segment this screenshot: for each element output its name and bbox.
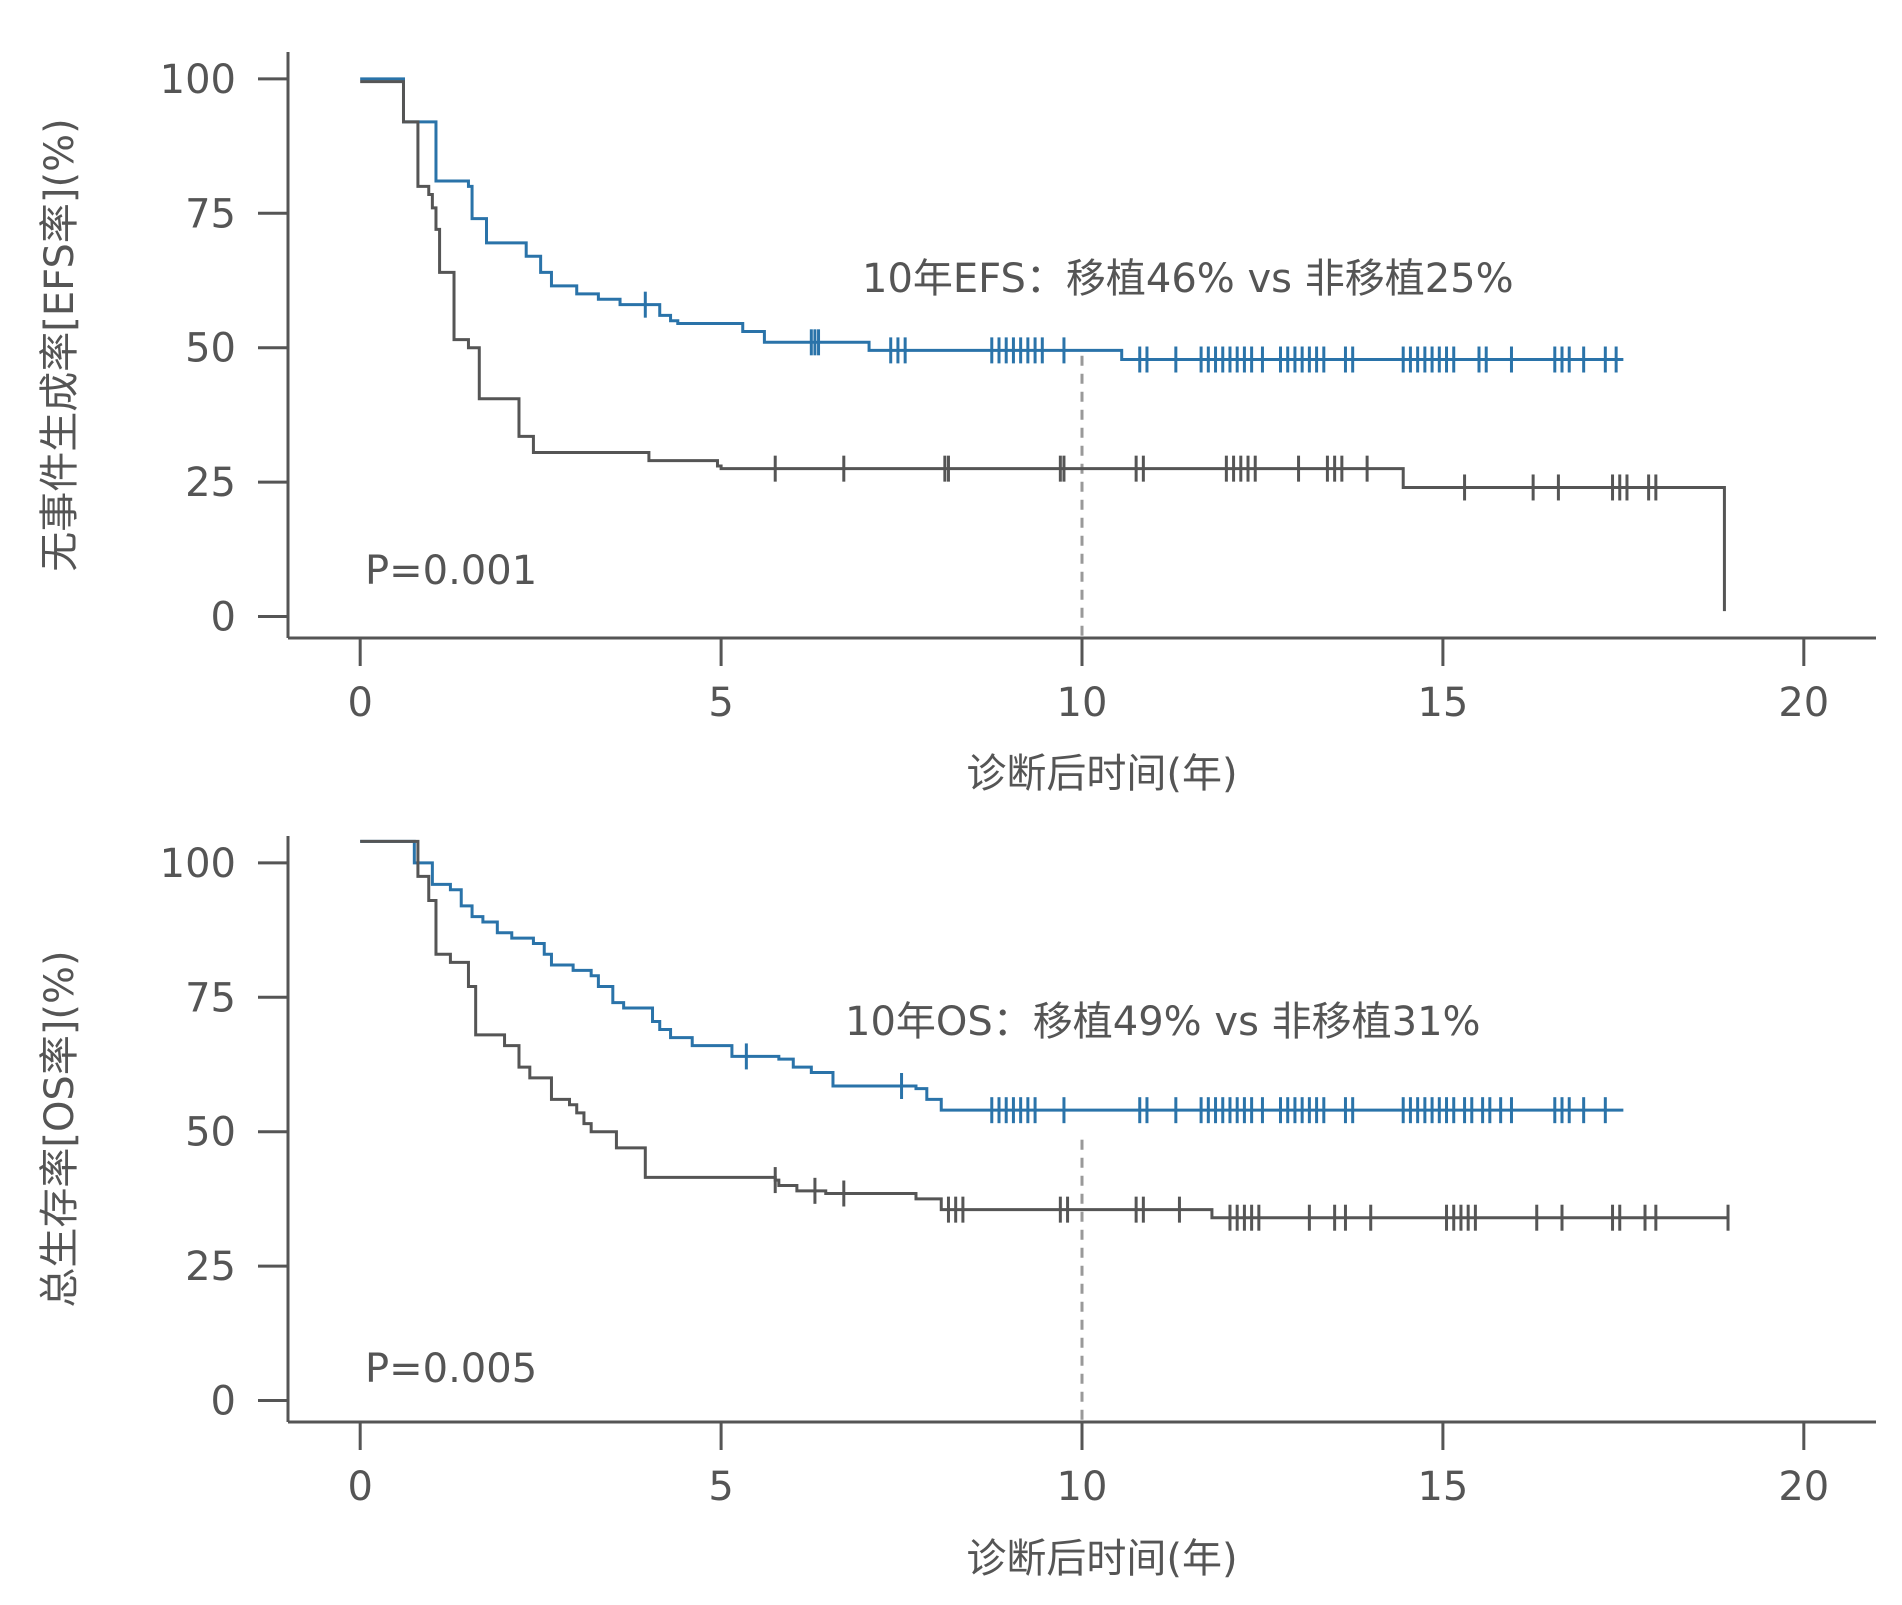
- os-y-tick-label: 75: [185, 975, 236, 1021]
- os-annotation: 10年OS：移植49% vs 非移植31%: [845, 999, 1481, 1045]
- os-y-axis-label: 总生存率[OS率](%): [37, 950, 83, 1307]
- efs-p-value: P=0.001: [365, 548, 537, 594]
- efs-x-tick-label: 10: [1057, 680, 1108, 726]
- efs-x-tick-label: 0: [347, 680, 372, 726]
- efs-x-axis-label: 诊断后时间(年): [966, 751, 1237, 797]
- os-x-axis-label: 诊断后时间(年): [966, 1536, 1237, 1582]
- os-x-tick-label: 10: [1057, 1464, 1108, 1510]
- efs-non_transplant-curve: [360, 80, 1726, 612]
- os-y-tick-label: 0: [211, 1378, 236, 1424]
- efs-y-tick-label: 75: [185, 191, 236, 237]
- efs-y-tick-label: 100: [160, 57, 236, 103]
- os-x-tick-label: 5: [708, 1464, 733, 1510]
- efs-transplant-curve: [360, 77, 1624, 362]
- os-y-tick-label: 100: [160, 841, 236, 887]
- efs-y-tick-label: 25: [185, 460, 236, 506]
- os-transplant-curve: [360, 839, 1624, 1112]
- os-p-value: P=0.005: [365, 1346, 537, 1392]
- efs-panel: 无事件生成率[EFS率](%) 诊断后时间(年) 10年EFS：移植46% vs…: [37, 52, 1876, 797]
- efs-y-axis-label: 无事件生成率[EFS率](%): [37, 118, 83, 571]
- efs-x-tick-label: 5: [708, 680, 733, 726]
- os-x-tick-label: 15: [1417, 1464, 1468, 1510]
- efs-y-tick-label: 50: [185, 326, 236, 372]
- efs-x-tick-label: 15: [1417, 680, 1468, 726]
- os-x-tick-label: 0: [347, 1464, 372, 1510]
- os-x-tick-label: 20: [1778, 1464, 1829, 1510]
- os-non_transplant-curve: [360, 839, 1729, 1220]
- os-panel: 总生存率[OS率](%) 诊断后时间(年) 10年OS：移植49% vs 非移植…: [37, 836, 1876, 1582]
- os-y-tick-label: 50: [185, 1110, 236, 1156]
- os-y-tick-label: 25: [185, 1244, 236, 1290]
- efs-annotation: 10年EFS：移植46% vs 非移植25%: [862, 256, 1514, 302]
- efs-x-tick-label: 20: [1778, 680, 1829, 726]
- efs-y-tick-label: 0: [211, 594, 236, 640]
